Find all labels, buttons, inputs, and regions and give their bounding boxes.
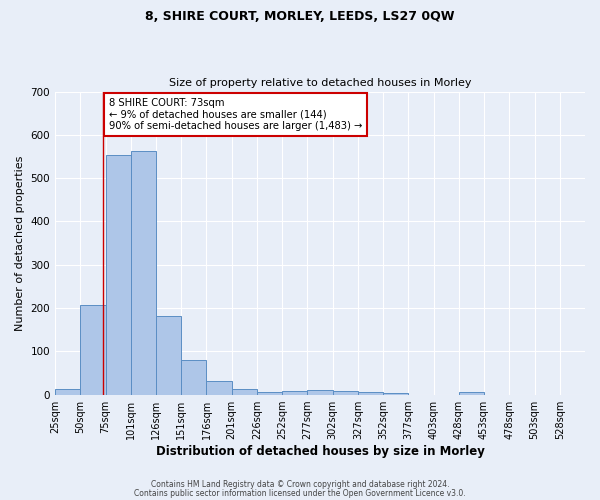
- Bar: [332, 391, 358, 394]
- Text: Contains public sector information licensed under the Open Government Licence v3: Contains public sector information licen…: [134, 489, 466, 498]
- Bar: [459, 392, 484, 394]
- Title: Size of property relative to detached houses in Morley: Size of property relative to detached ho…: [169, 78, 471, 88]
- Bar: [181, 360, 206, 394]
- Y-axis label: Number of detached properties: Number of detached properties: [15, 156, 25, 331]
- X-axis label: Distribution of detached houses by size in Morley: Distribution of detached houses by size …: [155, 444, 484, 458]
- Bar: [257, 392, 282, 394]
- Bar: [282, 391, 307, 394]
- Text: 8, SHIRE COURT, MORLEY, LEEDS, LS27 0QW: 8, SHIRE COURT, MORLEY, LEEDS, LS27 0QW: [145, 10, 455, 23]
- Text: Contains HM Land Registry data © Crown copyright and database right 2024.: Contains HM Land Registry data © Crown c…: [151, 480, 449, 489]
- Bar: [131, 152, 156, 394]
- Bar: [156, 316, 181, 394]
- Bar: [307, 390, 332, 394]
- Bar: [358, 392, 383, 394]
- Text: 8 SHIRE COURT: 73sqm
← 9% of detached houses are smaller (144)
90% of semi-detac: 8 SHIRE COURT: 73sqm ← 9% of detached ho…: [109, 98, 362, 131]
- Bar: [232, 388, 257, 394]
- Bar: [80, 305, 106, 394]
- Bar: [106, 155, 131, 394]
- Bar: [206, 381, 232, 394]
- Bar: [55, 390, 80, 394]
